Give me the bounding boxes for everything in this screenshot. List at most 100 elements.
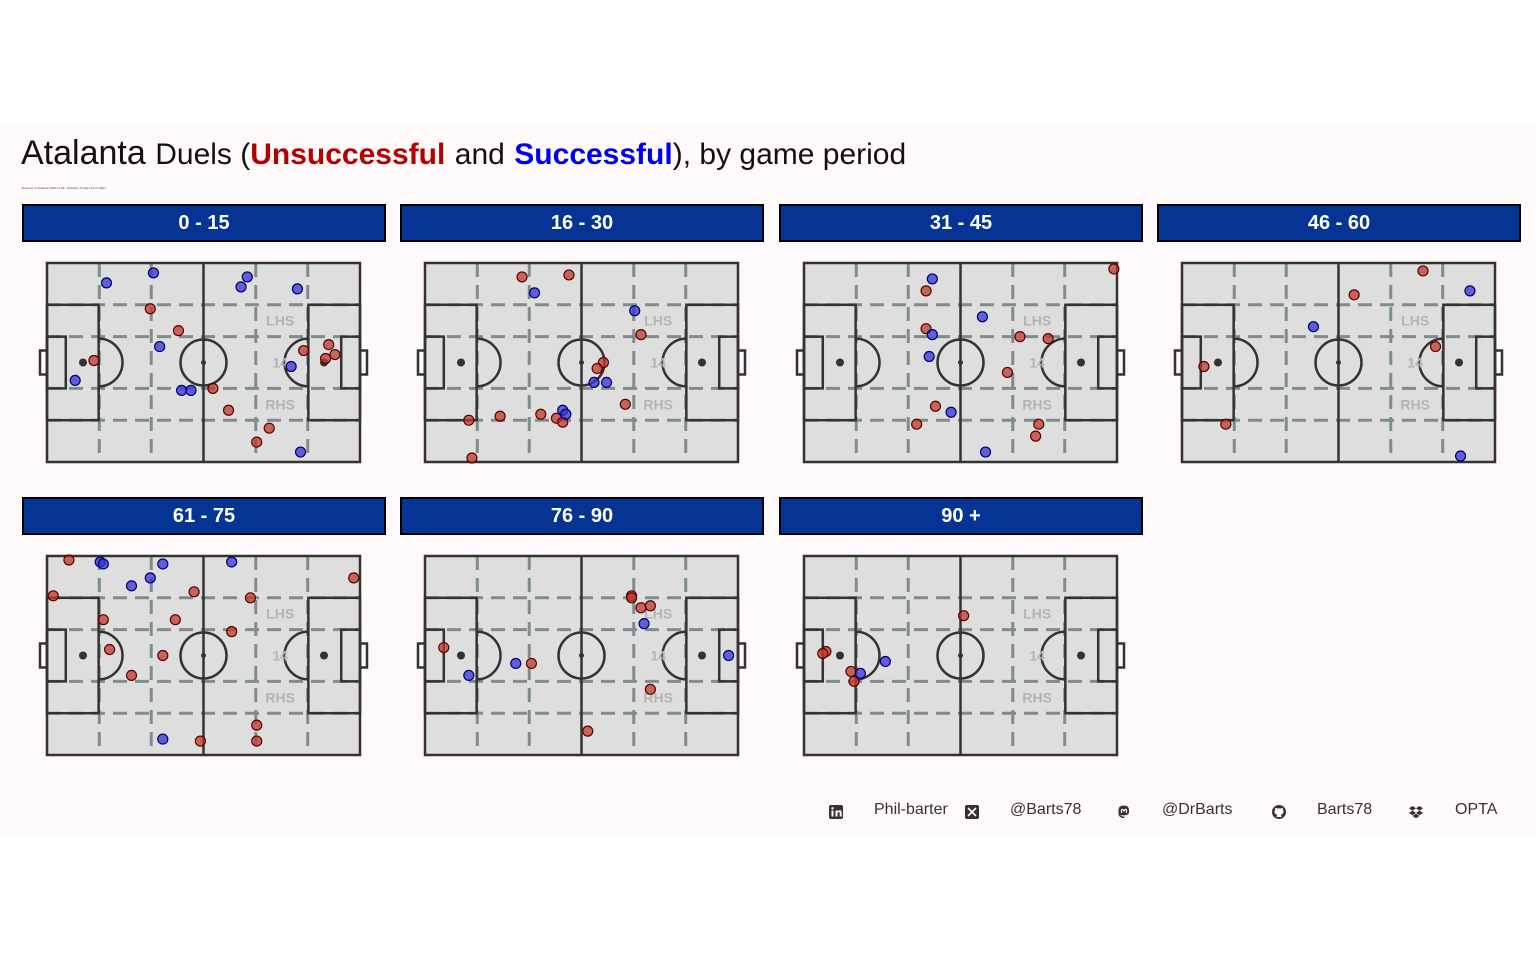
duel-points (47, 554, 360, 747)
duel-point-unsuccessful (251, 719, 263, 731)
duel-point-unsuccessful (323, 338, 335, 351)
duel-point-successful (157, 558, 169, 570)
duel-point-unsuccessful (88, 354, 100, 367)
duel-point-unsuccessful (635, 602, 647, 614)
duel-points (438, 590, 735, 737)
duel-point-unsuccessful (144, 303, 156, 315)
duel-point-unsuccessful (222, 404, 235, 416)
x-twitter-icon (965, 805, 979, 819)
title-tail: ), by game period (672, 138, 907, 171)
pitch-markings (1180, 261, 1497, 464)
duel-point-successful (979, 446, 992, 458)
duel-points (911, 263, 1120, 458)
duel-point-unsuccessful (251, 436, 263, 448)
duel-point-successful (125, 580, 138, 592)
duel-point-unsuccessful (525, 657, 538, 670)
duel-point-unsuccessful (463, 414, 475, 426)
pitch-spots (835, 651, 1086, 660)
duel-point-unsuccessful (920, 285, 932, 297)
zone-label-center: 14 (650, 648, 666, 664)
duel-points (817, 610, 970, 687)
duel-point-successful (175, 384, 188, 396)
zone-label-center: 14 (272, 648, 288, 664)
duel-point-unsuccessful (1429, 340, 1442, 353)
zone-label-rhs: RHS (265, 689, 295, 705)
zone-label-rhs: RHS (1022, 396, 1052, 412)
duel-point-unsuccessful (1033, 418, 1045, 430)
duel-point-successful (241, 271, 253, 283)
duel-point-unsuccessful (817, 647, 829, 660)
duel-point-successful (294, 446, 307, 458)
pitch-spots (78, 651, 329, 660)
duel-point-successful (97, 558, 109, 570)
duel-point-unsuccessful (207, 382, 219, 394)
footer-text-github: Barts78 (1317, 801, 1373, 818)
title-and: and (454, 138, 505, 171)
duel-point-unsuccessful (1348, 289, 1360, 301)
duel-point-successful (463, 669, 475, 682)
facet-strip: 16 - 30 (400, 204, 764, 242)
duel-point-unsuccessful (63, 554, 75, 566)
duel-point-successful (560, 408, 572, 420)
duel-point-unsuccessful (644, 600, 656, 612)
pitch-spots (1213, 358, 1464, 367)
duel-point-unsuccessful (319, 352, 332, 365)
duel-point-unsuccessful (103, 643, 116, 656)
zone-label-rhs: RHS (1400, 396, 1430, 412)
pitch-markings (423, 261, 740, 464)
duel-point-unsuccessful (244, 592, 257, 604)
duel-point-successful (528, 287, 541, 299)
duel-point-unsuccessful (97, 614, 109, 626)
github-icon (1272, 805, 1286, 819)
zone-label-lhs: LHS (644, 313, 672, 329)
zone-label-lhs: LHS (1401, 313, 1429, 329)
zone-label-center: 14 (1407, 355, 1423, 371)
duel-point-successful (185, 384, 197, 396)
facet-strip: 90 + (779, 497, 1143, 535)
duel-point-successful (144, 572, 156, 584)
facet-strip: 61 - 75 (22, 497, 386, 535)
zone-label-lhs: LHS (266, 606, 294, 622)
linkedin-icon (829, 805, 843, 819)
duel-points (463, 269, 647, 464)
duel-point-unsuccessful (1001, 366, 1014, 379)
plot-area: Atalanta Duels (Unsuccessful and Success… (0, 124, 1536, 834)
duel-point-unsuccessful (563, 269, 575, 281)
pitch-markings (802, 261, 1119, 464)
zone-label-center: 14 (650, 355, 666, 371)
duel-point-successful (147, 267, 160, 279)
duel-point-unsuccessful (1198, 360, 1210, 373)
duel-point-unsuccessful (329, 348, 341, 361)
title-unsuccessful: Unsuccessful (250, 138, 446, 171)
zone-label-rhs: RHS (1022, 689, 1052, 705)
duel-point-successful (879, 655, 891, 668)
duel-point-successful (926, 273, 938, 285)
zone-label-rhs: RHS (265, 396, 295, 412)
duel-point-unsuccessful (625, 592, 638, 604)
duel-point-unsuccessful (1108, 263, 1120, 275)
chart-title: Atalanta Duels (Unsuccessful and Success… (21, 134, 906, 173)
duel-points (1198, 265, 1476, 462)
pitch-spots (456, 651, 707, 660)
zone-label-lhs: LHS (266, 313, 294, 329)
zone-label-lhs: LHS (1023, 313, 1051, 329)
chart-subtitle: Juventus vs Atalanta 2023-11-26 · Direct… (21, 186, 106, 190)
footer-text-dropbox: OPTA (1455, 801, 1498, 818)
duel-point-unsuccessful (619, 398, 631, 410)
pitch-spots (456, 358, 707, 367)
title-duels: Duels ( (155, 138, 251, 171)
duel-point-unsuccessful (591, 362, 603, 375)
duel-point-unsuccessful (582, 725, 594, 737)
duel-point-successful (291, 283, 303, 295)
duel-point-successful (1454, 450, 1467, 462)
duel-points (69, 267, 341, 458)
duel-point-unsuccessful (188, 586, 200, 598)
duel-point-unsuccessful (635, 329, 647, 341)
footer-text-mastodon: @DrBarts (1162, 801, 1233, 818)
duel-point-successful (638, 618, 650, 630)
